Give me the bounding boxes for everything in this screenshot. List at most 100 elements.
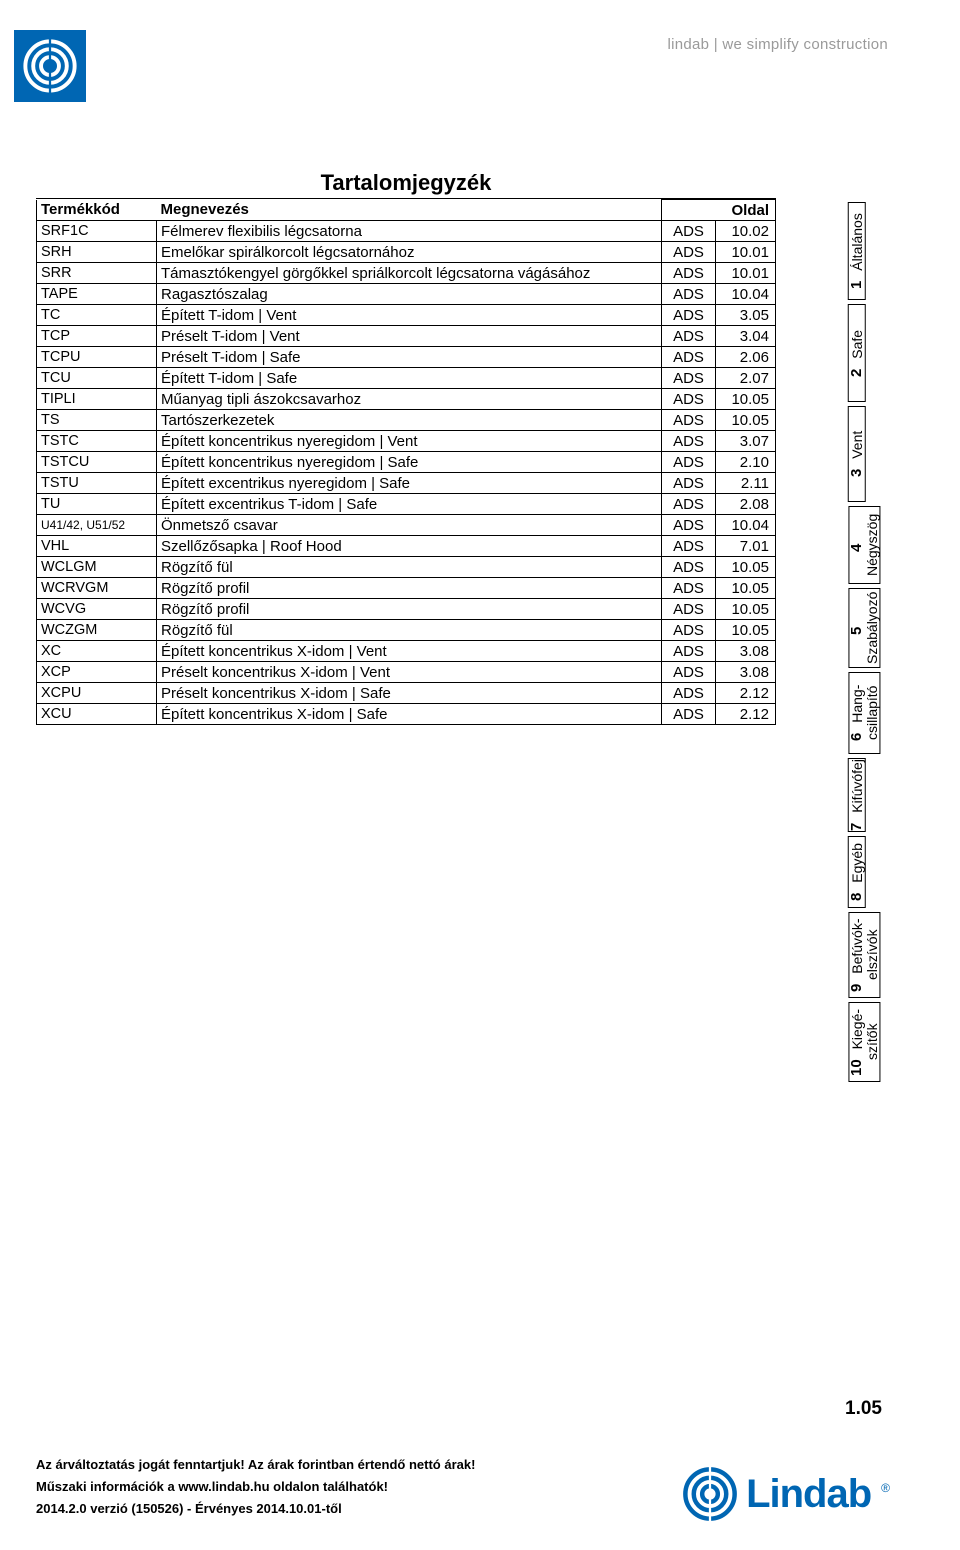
cell-src: ADS	[662, 347, 716, 368]
tab-label: Hang- csillapító	[849, 685, 880, 740]
cell-page: 3.08	[716, 641, 776, 662]
side-tab-10[interactable]: 10 Kiegé- szítők	[848, 1002, 880, 1082]
tab-label: Safe	[849, 329, 865, 358]
cell-src: ADS	[662, 515, 716, 536]
table-row: SRRTámasztókengyel görgőkkel spriálkorco…	[37, 263, 776, 284]
cell-code: TS	[37, 410, 157, 431]
table-row: TCÉpített T-idom | VentADS3.05	[37, 305, 776, 326]
cell-desc: Tartószerkezetek	[157, 410, 662, 431]
table-row: TSTUÉpített excentrikus nyeregidom | Saf…	[37, 473, 776, 494]
main-content: Tartalomjegyzék Termékkód Megnevezés Old…	[36, 170, 776, 725]
cell-src: ADS	[662, 578, 716, 599]
cell-code: XCP	[37, 662, 157, 683]
table-row: U41/42, U51/52Önmetsző csavarADS10.04	[37, 515, 776, 536]
side-tab-5[interactable]: 5 Szabályozó	[848, 588, 880, 668]
cell-src: ADS	[662, 263, 716, 284]
cell-desc: Épített koncentrikus nyeregidom | Safe	[157, 452, 662, 473]
cell-src: ADS	[662, 683, 716, 704]
table-row: TCUÉpített T-idom | SafeADS2.07	[37, 368, 776, 389]
table-row: TUÉpített excentrikus T-idom | SafeADS2.…	[37, 494, 776, 515]
cell-code: XC	[37, 641, 157, 662]
side-tab-7[interactable]: 7 Kifúvófej	[848, 758, 866, 832]
title-row: Tartalomjegyzék	[36, 170, 776, 199]
table-row: XCUÉpített koncentrikus X-idom | SafeADS…	[37, 704, 776, 725]
cell-page: 10.05	[716, 557, 776, 578]
tab-label: Szabályozó	[864, 592, 880, 664]
footer: Az árváltoztatás jogát fenntartjuk! Az á…	[36, 1454, 900, 1520]
cell-code: TSTC	[37, 431, 157, 452]
cell-code: WCZGM	[37, 620, 157, 641]
cell-src: ADS	[662, 326, 716, 347]
footer-logo: Lindab ®	[682, 1466, 890, 1522]
cell-src: ADS	[662, 452, 716, 473]
cell-src: ADS	[662, 284, 716, 305]
cell-page: 2.12	[716, 683, 776, 704]
tab-label: Egyéb	[849, 843, 865, 883]
cell-desc: Rögzítő fül	[157, 620, 662, 641]
table-header-row: Termékkód Megnevezés Oldal	[37, 200, 776, 221]
cell-desc: Épített koncentrikus X-idom | Safe	[157, 704, 662, 725]
product-table: Termékkód Megnevezés Oldal SRF1CFélmerev…	[36, 199, 776, 725]
cell-code: TC	[37, 305, 157, 326]
tab-number: 9	[848, 983, 865, 991]
cell-desc: Rögzítő fül	[157, 557, 662, 578]
cell-code: WCVG	[37, 599, 157, 620]
cell-src: ADS	[662, 599, 716, 620]
page-title: Tartalomjegyzék	[321, 170, 492, 195]
cell-src: ADS	[662, 620, 716, 641]
side-tab-4[interactable]: 4 Négyszög	[848, 506, 880, 584]
col-desc: Megnevezés	[157, 200, 662, 221]
cell-code: TCPU	[37, 347, 157, 368]
side-tab-6[interactable]: 6 Hang- csillapító	[848, 672, 880, 754]
cell-code: TCU	[37, 368, 157, 389]
tab-label: Általános	[849, 213, 865, 271]
cell-desc: Préselt koncentrikus X-idom | Vent	[157, 662, 662, 683]
tab-number: 4	[848, 544, 865, 552]
side-tab-8[interactable]: 8 Egyéb	[848, 836, 866, 908]
cell-page: 10.05	[716, 599, 776, 620]
table-row: TSTCÉpített koncentrikus nyeregidom | Ve…	[37, 431, 776, 452]
cell-page: 3.07	[716, 431, 776, 452]
concentric-circles-icon	[22, 38, 78, 94]
cell-code: TSTCU	[37, 452, 157, 473]
cell-page: 2.06	[716, 347, 776, 368]
cell-page: 10.05	[716, 578, 776, 599]
table-row: WCVGRögzítő profilADS10.05	[37, 599, 776, 620]
cell-page: 2.07	[716, 368, 776, 389]
side-tab-1[interactable]: 1 Általános	[848, 202, 866, 300]
cell-src: ADS	[662, 221, 716, 242]
cell-page: 10.05	[716, 389, 776, 410]
brand-icon	[14, 30, 86, 102]
table-row: SRF1CFélmerev flexibilis légcsatornaADS1…	[37, 221, 776, 242]
cell-page: 10.04	[716, 515, 776, 536]
tab-number: 8	[848, 893, 865, 901]
cell-code: TAPE	[37, 284, 157, 305]
side-tab-3[interactable]: 3 Vent	[848, 406, 866, 502]
cell-code: WCLGM	[37, 557, 157, 578]
side-tab-9[interactable]: 9 Befúvók- elszívók	[848, 912, 880, 998]
table-row: SRHEmelőkar spirálkorcolt légcsatornához…	[37, 242, 776, 263]
tab-number: 10	[848, 1059, 865, 1076]
cell-src: ADS	[662, 641, 716, 662]
cell-page: 2.12	[716, 704, 776, 725]
cell-desc: Félmerev flexibilis légcsatorna	[157, 221, 662, 242]
cell-desc: Épített excentrikus nyeregidom | Safe	[157, 473, 662, 494]
cell-page: 7.01	[716, 536, 776, 557]
tab-number: 7	[848, 823, 865, 831]
side-tabs: 1 Általános 2 Safe 3 Vent 4 Négyszög 5 Szabá…	[848, 202, 886, 1086]
cell-desc: Támasztókengyel görgőkkel spriálkorcolt …	[157, 263, 662, 284]
side-tab-2[interactable]: 2 Safe	[848, 304, 866, 402]
tab-label: Kiegé- szítők	[849, 1008, 880, 1060]
cell-desc: Önmetsző csavar	[157, 515, 662, 536]
tab-number: 6	[848, 733, 865, 741]
table-row: XCPUPréselt koncentrikus X-idom | SafeAD…	[37, 683, 776, 704]
table-row: TSTCUÉpített koncentrikus nyeregidom | S…	[37, 452, 776, 473]
table-row: TCPPréselt T-idom | VentADS3.04	[37, 326, 776, 347]
cell-desc: Épített excentrikus T-idom | Safe	[157, 494, 662, 515]
cell-desc: Emelőkar spirálkorcolt légcsatornához	[157, 242, 662, 263]
concentric-circles-icon	[682, 1466, 738, 1522]
cell-src: ADS	[662, 662, 716, 683]
tab-label: Vent	[849, 431, 865, 459]
cell-src: ADS	[662, 368, 716, 389]
cell-desc: Ragasztószalag	[157, 284, 662, 305]
